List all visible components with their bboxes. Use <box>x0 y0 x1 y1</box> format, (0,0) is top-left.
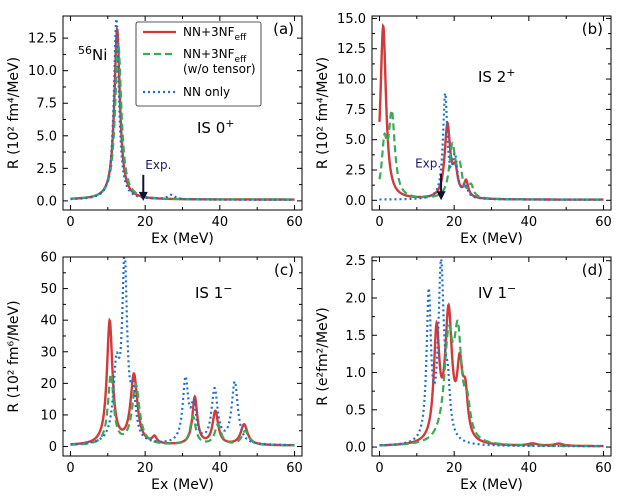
legend-label: NN+3NFeff <box>183 47 247 65</box>
exp-label: Exp. <box>145 158 171 172</box>
exp-label: Exp. <box>415 157 441 171</box>
series-line-b-2 <box>379 92 604 201</box>
panel-d: 0 20 40 60 0.0 0.5 1.0 1.5 2.0 2.5 Ex (MeV) R (e²fm… <box>315 254 612 493</box>
y-tick-label: 0 <box>49 440 57 455</box>
nucleus-symbol: Ni <box>92 46 107 64</box>
y-tick-label: 2.0 <box>345 291 366 306</box>
exp-arrow-head <box>138 191 148 201</box>
y-tick-label: 60 <box>40 251 57 266</box>
series-line-b-0 <box>378 22 604 201</box>
x-tick-label: 60 <box>595 215 612 230</box>
y-axis-label: R (e²fm²/MeV) <box>315 307 331 406</box>
legend-label-sub: eff <box>235 33 248 43</box>
x-tick-label: 20 <box>446 215 463 230</box>
x-tick-label: 40 <box>521 215 538 230</box>
x-tick-label: 40 <box>521 461 538 476</box>
x-axis-label: Ex (MeV) <box>460 231 523 247</box>
y-tick-label: 7.5 <box>36 97 57 112</box>
y-tick-label: 12.5 <box>28 32 57 47</box>
series-line-c-0 <box>70 317 295 447</box>
y-tick-label: 12.5 <box>337 42 366 57</box>
y-tick-label: 30 <box>40 345 57 360</box>
multipole-label: IS 0+ <box>197 117 234 137</box>
y-tick-label: 0.0 <box>345 194 366 209</box>
multipole-label: IS 2+ <box>478 66 515 86</box>
legend-label-main: NN+3NF <box>183 47 235 61</box>
y-tick-label: 10.0 <box>28 64 57 79</box>
x-tick-label: 0 <box>375 215 383 230</box>
series-line-b-1 <box>378 109 604 201</box>
x-tick-label: 0 <box>375 461 383 476</box>
y-tick-label: 0.0 <box>36 194 57 209</box>
legend-label-extra: (w/o tensor) <box>183 62 256 76</box>
multipole-sup: − <box>507 282 516 295</box>
y-tick-label: 1.0 <box>345 366 366 381</box>
legend-box <box>135 21 262 107</box>
x-tick-label: 60 <box>286 461 303 476</box>
y-tick-label: 5.0 <box>36 129 57 144</box>
legend-label: NN+3NFeff <box>183 25 247 43</box>
panel-b: 0 20 40 60 0.0 2.5 5.0 7.5 10.0 12.5 15.0 Ex (MeV) R… <box>315 12 612 247</box>
nucleus-label: 56Ni <box>78 44 107 64</box>
exp-arrow-head <box>436 191 446 201</box>
panel-label: (c) <box>274 261 294 279</box>
panel-c: 0 20 40 60 0 10 20 30 40 50 60 Ex (MeV) R (10² fm⁶/M… <box>6 251 303 494</box>
x-axis-label: Ex (MeV) <box>151 231 214 247</box>
plot-frame <box>62 256 303 457</box>
multipole-label: IV 1− <box>478 282 516 302</box>
multipole-base: IS 0 <box>197 119 225 137</box>
x-tick-label: 60 <box>286 215 303 230</box>
panel-a: 0 20 40 60 0.0 2.5 5.0 7.5 10.0 12.5 Ex (MeV) R (10… <box>6 15 303 247</box>
multipole-base: IS 1 <box>195 284 223 302</box>
y-axis-label: R (10² fm⁴/MeV) <box>315 57 331 169</box>
series-line-d-0 <box>379 302 604 448</box>
legend-label-sub: eff <box>235 55 248 65</box>
y-axis-label: R (10² fm⁴/MeV) <box>6 57 22 169</box>
x-tick-label: 0 <box>66 215 74 230</box>
y-tick-label: 2.5 <box>36 162 57 177</box>
y-tick-label: 20 <box>40 377 57 392</box>
nucleus-mass: 56 <box>78 44 92 57</box>
x-tick-label: 20 <box>446 461 463 476</box>
x-tick-label: 60 <box>595 461 612 476</box>
x-tick-label: 40 <box>212 215 229 230</box>
legend-label-main: NN only <box>183 85 230 99</box>
y-tick-label: 7.5 <box>345 103 366 118</box>
x-tick-label: 0 <box>66 461 74 476</box>
multipole-base: IS 2 <box>478 68 506 86</box>
y-tick-label: 10.0 <box>337 73 366 88</box>
legend-label-main: NN+3NF <box>183 25 235 39</box>
panel-label: (d) <box>582 261 603 279</box>
multipole-base: IV 1 <box>478 284 507 302</box>
multipole-label: IS 1− <box>195 282 232 302</box>
y-tick-label: 50 <box>40 282 57 297</box>
multipole-sup: + <box>506 66 515 79</box>
y-tick-label: 1.5 <box>345 329 366 344</box>
plot-frame <box>371 15 612 211</box>
y-tick-label: 10 <box>40 408 57 423</box>
panel-label: (b) <box>582 20 603 38</box>
x-axis-label: Ex (MeV) <box>151 477 214 493</box>
multipole-sup: − <box>223 282 232 295</box>
y-tick-label: 2.5 <box>345 254 366 269</box>
y-tick-label: 5.0 <box>345 133 366 148</box>
y-tick-label: 0.0 <box>345 441 366 456</box>
series-line-a-2 <box>70 18 295 201</box>
y-tick-label: 0.5 <box>345 403 366 418</box>
y-tick-label: 2.5 <box>345 163 366 178</box>
x-tick-label: 20 <box>137 215 154 230</box>
panel-label: (a) <box>273 20 294 38</box>
y-tick-label: 40 <box>40 314 57 329</box>
x-tick-label: 40 <box>212 461 229 476</box>
multipole-sup: + <box>225 117 234 130</box>
legend-label: NN only <box>183 85 230 99</box>
series-line-d-1 <box>379 319 604 448</box>
x-axis-label: Ex (MeV) <box>460 477 523 493</box>
y-axis-label: R (10² fm⁶/MeV) <box>6 300 22 412</box>
x-tick-label: 20 <box>137 461 154 476</box>
y-tick-label: 15.0 <box>337 12 366 27</box>
